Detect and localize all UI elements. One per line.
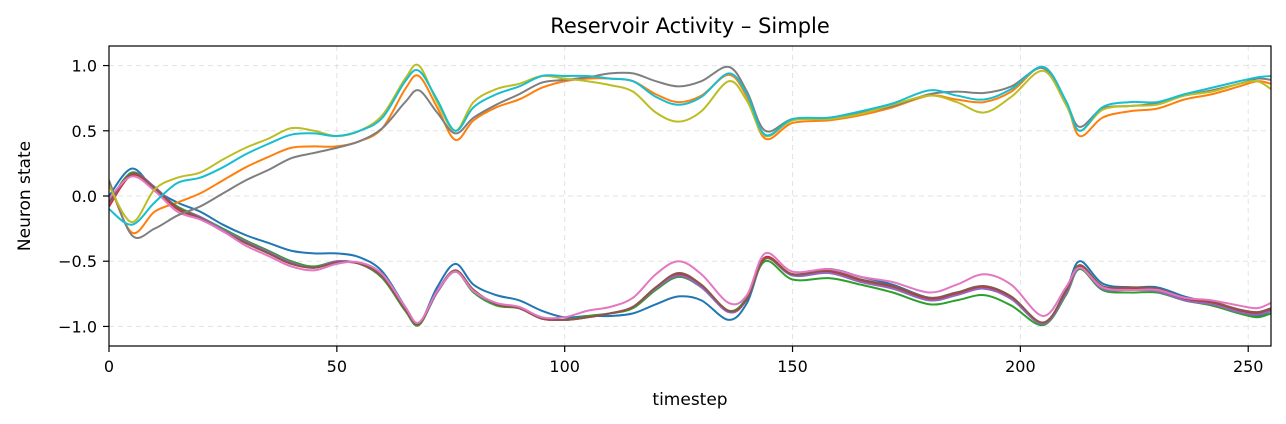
y-tick-label: 0.5	[72, 122, 97, 141]
series-line-6	[109, 172, 1271, 326]
y-tick-label: 0.0	[72, 187, 97, 206]
x-tick-label: 100	[549, 357, 580, 376]
y-axis-ticks: 1.0 0.5 0.0 −0.5 −1.0	[58, 57, 109, 336]
series-line-1	[109, 167, 1271, 326]
series-line-10	[109, 65, 1271, 226]
y-tick-label: −0.5	[58, 252, 97, 271]
x-tick-label: 250	[1233, 357, 1264, 376]
x-axis-label: timestep	[652, 390, 727, 410]
x-tick-label: 50	[327, 357, 347, 376]
x-tick-label: 0	[104, 357, 114, 376]
x-axis-ticks: 0 50 100 150 200 250	[104, 346, 1264, 376]
x-tick-label: 150	[777, 357, 808, 376]
grid-layer	[108, 46, 1271, 346]
y-tick-label: −1.0	[58, 317, 97, 336]
series-line-7	[109, 175, 1271, 324]
series-line-9	[109, 63, 1271, 224]
y-axis-label: Neuron state	[15, 141, 35, 251]
chart-title: Reservoir Activity – Simple	[550, 14, 830, 38]
series-line-3	[109, 171, 1271, 327]
series-line-8	[109, 65, 1271, 239]
y-tick-label: 1.0	[72, 57, 97, 76]
series-layer	[109, 63, 1271, 327]
x-tick-label: 200	[1005, 357, 1036, 376]
series-line-2	[109, 65, 1271, 235]
